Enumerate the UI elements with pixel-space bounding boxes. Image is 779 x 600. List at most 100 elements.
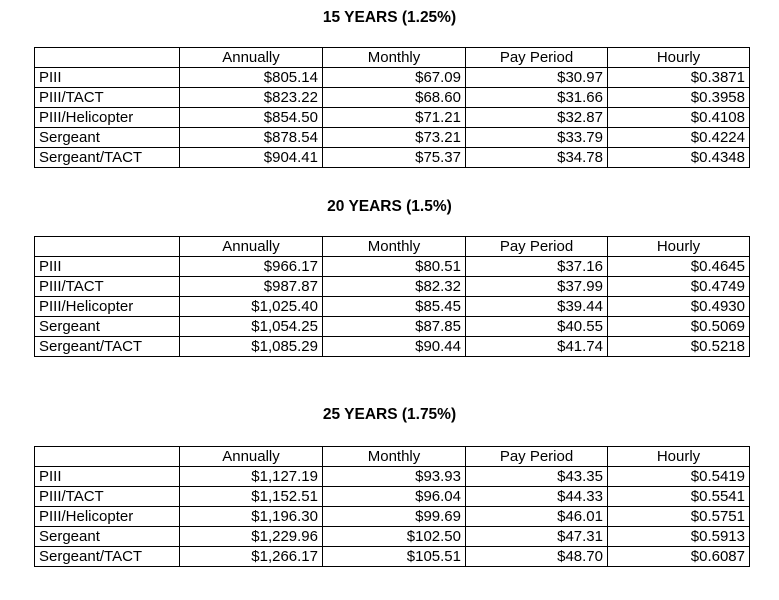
rank-cell: PIII/Helicopter	[34, 296, 180, 317]
hourly-cell: $0.4930	[607, 296, 750, 317]
table-row: Sergeant $1,054.25 $87.85 $40.55 $0.5069	[34, 316, 750, 337]
annually-cell: $1,127.19	[179, 466, 323, 487]
annually-cell: $1,229.96	[179, 526, 323, 547]
annually-cell: $854.50	[179, 107, 323, 128]
annually-cell: $1,085.29	[179, 336, 323, 357]
table-row: PIII/Helicopter $1,025.40 $85.45 $39.44 …	[34, 296, 750, 317]
header-pay-period: Pay Period	[465, 47, 608, 68]
hourly-cell: $0.4749	[607, 276, 750, 297]
rank-cell: PIII	[34, 466, 180, 487]
annually-cell: $987.87	[179, 276, 323, 297]
annually-cell: $904.41	[179, 147, 323, 168]
pay-period-cell: $31.66	[465, 87, 608, 108]
rank-cell: PIII	[34, 67, 180, 88]
header-pay-period: Pay Period	[465, 236, 608, 257]
table-row: PIII/TACT $987.87 $82.32 $37.99 $0.4749	[34, 276, 750, 297]
monthly-cell: $67.09	[322, 67, 466, 88]
table-row: Sergeant $878.54 $73.21 $33.79 $0.4224	[34, 127, 750, 148]
header-pay-period: Pay Period	[465, 446, 608, 467]
hourly-cell: $0.5069	[607, 316, 750, 337]
monthly-cell: $96.04	[322, 486, 466, 507]
table-row: Sergeant $1,229.96 $102.50 $47.31 $0.591…	[34, 526, 750, 547]
hourly-cell: $0.4645	[607, 256, 750, 277]
table-row: PIII $805.14 $67.09 $30.97 $0.3871	[34, 67, 750, 88]
rank-cell: PIII/Helicopter	[34, 107, 180, 128]
section-title-15-years: 15 YEARS (1.25%)	[322, 9, 457, 26]
pay-period-cell: $33.79	[465, 127, 608, 148]
monthly-cell: $75.37	[322, 147, 466, 168]
header-monthly: Monthly	[322, 236, 466, 257]
hourly-cell: $0.6087	[607, 546, 750, 567]
pay-period-cell: $43.35	[465, 466, 608, 487]
pay-period-cell: $41.74	[465, 336, 608, 357]
monthly-cell: $68.60	[322, 87, 466, 108]
rank-cell: PIII	[34, 256, 180, 277]
pay-table-20-years: Annually Monthly Pay Period Hourly PIII …	[34, 236, 750, 357]
monthly-cell: $90.44	[322, 336, 466, 357]
table-row: PIII $966.17 $80.51 $37.16 $0.4645	[34, 256, 750, 277]
annually-cell: $823.22	[179, 87, 323, 108]
header-monthly: Monthly	[322, 446, 466, 467]
header-hourly: Hourly	[607, 446, 750, 467]
header-cell-blank	[34, 236, 180, 257]
header-row: Annually Monthly Pay Period Hourly	[34, 446, 750, 467]
monthly-cell: $93.93	[322, 466, 466, 487]
header-cell-blank	[34, 47, 180, 68]
pay-period-cell: $32.87	[465, 107, 608, 128]
rank-cell: PIII/TACT	[34, 87, 180, 108]
hourly-cell: $0.3871	[607, 67, 750, 88]
table-row: Sergeant/TACT $1,266.17 $105.51 $48.70 $…	[34, 546, 750, 567]
pay-period-cell: $47.31	[465, 526, 608, 547]
monthly-cell: $73.21	[322, 127, 466, 148]
annually-cell: $1,054.25	[179, 316, 323, 337]
header-row: Annually Monthly Pay Period Hourly	[34, 47, 750, 68]
rank-cell: Sergeant/TACT	[34, 546, 180, 567]
hourly-cell: $0.5218	[607, 336, 750, 357]
rank-cell: PIII/Helicopter	[34, 506, 180, 527]
annually-cell: $1,196.30	[179, 506, 323, 527]
monthly-cell: $102.50	[322, 526, 466, 547]
annually-cell: $966.17	[179, 256, 323, 277]
monthly-cell: $80.51	[322, 256, 466, 277]
rank-cell: Sergeant	[34, 127, 180, 148]
table-row: PIII/TACT $1,152.51 $96.04 $44.33 $0.554…	[34, 486, 750, 507]
header-hourly: Hourly	[607, 236, 750, 257]
pay-table-25-years: Annually Monthly Pay Period Hourly PIII …	[34, 446, 750, 567]
hourly-cell: $0.4348	[607, 147, 750, 168]
hourly-cell: $0.3958	[607, 87, 750, 108]
monthly-cell: $71.21	[322, 107, 466, 128]
pay-period-cell: $37.99	[465, 276, 608, 297]
hourly-cell: $0.5541	[607, 486, 750, 507]
rank-cell: Sergeant/TACT	[34, 336, 180, 357]
monthly-cell: $85.45	[322, 296, 466, 317]
rank-cell: Sergeant	[34, 526, 180, 547]
pay-period-cell: $37.16	[465, 256, 608, 277]
table-row: PIII/Helicopter $1,196.30 $99.69 $46.01 …	[34, 506, 750, 527]
pay-period-cell: $40.55	[465, 316, 608, 337]
header-monthly: Monthly	[322, 47, 466, 68]
pay-period-cell: $39.44	[465, 296, 608, 317]
header-annually: Annually	[179, 236, 323, 257]
table-row: PIII/TACT $823.22 $68.60 $31.66 $0.3958	[34, 87, 750, 108]
pay-period-cell: $48.70	[465, 546, 608, 567]
annually-cell: $805.14	[179, 67, 323, 88]
monthly-cell: $105.51	[322, 546, 466, 567]
monthly-cell: $87.85	[322, 316, 466, 337]
monthly-cell: $82.32	[322, 276, 466, 297]
annually-cell: $1,266.17	[179, 546, 323, 567]
pay-table-15-years: Annually Monthly Pay Period Hourly PIII …	[34, 47, 750, 168]
section-title-25-years: 25 YEARS (1.75%)	[322, 406, 457, 423]
header-row: Annually Monthly Pay Period Hourly	[34, 236, 750, 257]
hourly-cell: $0.4108	[607, 107, 750, 128]
pay-period-cell: $46.01	[465, 506, 608, 527]
table-row: Sergeant/TACT $1,085.29 $90.44 $41.74 $0…	[34, 336, 750, 357]
table-row: Sergeant/TACT $904.41 $75.37 $34.78 $0.4…	[34, 147, 750, 168]
section-title-20-years: 20 YEARS (1.5%)	[327, 198, 452, 215]
header-cell-blank	[34, 446, 180, 467]
annually-cell: $878.54	[179, 127, 323, 148]
header-annually: Annually	[179, 446, 323, 467]
table-row: PIII/Helicopter $854.50 $71.21 $32.87 $0…	[34, 107, 750, 128]
hourly-cell: $0.4224	[607, 127, 750, 148]
table-row: PIII $1,127.19 $93.93 $43.35 $0.5419	[34, 466, 750, 487]
